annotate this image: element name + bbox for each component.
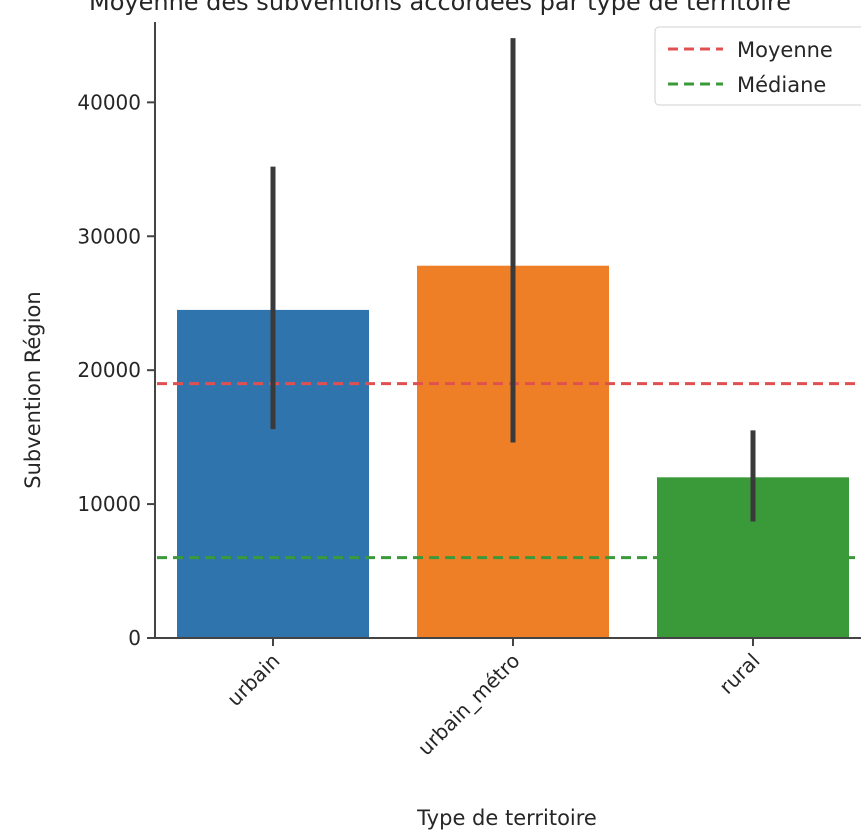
y-tick-label-10000: 10000 xyxy=(77,492,141,516)
x-axis-label: Type de territoire xyxy=(416,806,597,830)
x-tick-label-rural: rural xyxy=(714,649,764,699)
x-tick-label-urbain: urbain xyxy=(222,649,284,711)
error-bars-layer xyxy=(270,38,756,522)
y-tick-label-30000: 30000 xyxy=(77,224,141,248)
legend-label-moyenne: Moyenne xyxy=(737,38,833,62)
chart-title: Moyenne des subventions accordées par ty… xyxy=(89,0,791,16)
y-tick-label-20000: 20000 xyxy=(77,358,141,382)
y-axis-label: Subvention Région xyxy=(21,291,45,488)
x-tick-label-urbain_métro: urbain_métro xyxy=(413,649,525,761)
y-tick-label-40000: 40000 xyxy=(77,90,141,114)
legend-label-mediane: Médiane xyxy=(737,73,826,97)
y-tick-label-0: 0 xyxy=(128,626,141,650)
legend: Moyenne Médiane xyxy=(654,26,861,106)
